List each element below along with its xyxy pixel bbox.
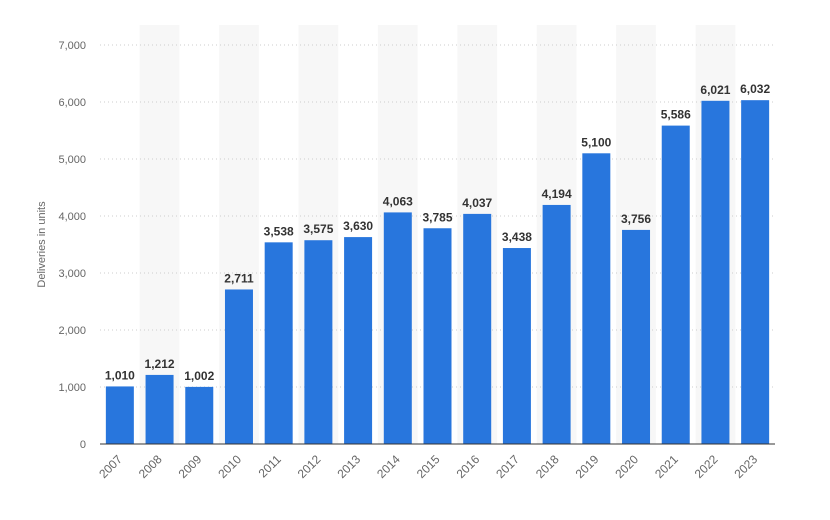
data-label: 1,010 xyxy=(105,368,135,382)
bar xyxy=(105,386,134,444)
y-tick-label: 4,000 xyxy=(58,211,86,223)
data-label: 2,711 xyxy=(224,271,254,285)
bar xyxy=(661,125,690,445)
x-tick-label: 2023 xyxy=(731,452,760,481)
x-tick-label: 2010 xyxy=(215,452,244,481)
data-label: 1,212 xyxy=(145,357,175,371)
bar xyxy=(185,386,214,444)
x-tick-label: 2022 xyxy=(692,452,721,481)
bar xyxy=(304,240,333,444)
data-label: 3,756 xyxy=(621,212,651,226)
x-tick-label: 2013 xyxy=(334,452,363,481)
bar xyxy=(463,213,492,444)
x-tick-label: 2007 xyxy=(96,452,125,481)
bar xyxy=(383,212,412,444)
bars xyxy=(105,100,770,445)
data-label: 3,785 xyxy=(422,210,452,224)
x-tick-label: 2014 xyxy=(374,452,403,481)
background-band xyxy=(139,25,180,444)
data-label: 3,630 xyxy=(343,219,373,233)
y-tick-label: 6,000 xyxy=(58,97,86,109)
x-tick-label: 2016 xyxy=(454,452,483,481)
bar xyxy=(741,100,770,445)
y-tick-label: 1,000 xyxy=(58,382,86,394)
x-tick-label: 2009 xyxy=(176,452,205,481)
x-tick-label: 2017 xyxy=(493,452,522,481)
bar xyxy=(542,204,571,444)
bar xyxy=(582,153,611,445)
data-label: 3,575 xyxy=(303,222,333,236)
x-tick-label: 2021 xyxy=(652,452,681,481)
y-tick-label: 0 xyxy=(80,439,86,451)
data-label: 4,063 xyxy=(383,194,413,208)
x-tick-label: 2012 xyxy=(295,452,324,481)
bar xyxy=(622,229,651,444)
x-tick-label: 2008 xyxy=(136,452,165,481)
data-label: 4,194 xyxy=(542,187,572,201)
bar xyxy=(502,248,531,444)
x-tick-label: 2018 xyxy=(533,452,562,481)
bar xyxy=(423,228,452,444)
y-tick-label: 2,000 xyxy=(58,325,86,337)
y-axis-label: Deliveries in units xyxy=(36,201,48,288)
data-label: 3,438 xyxy=(502,230,532,244)
bar xyxy=(224,289,253,444)
data-labels: 1,010 1,212 1,002 2,711 3,538 3,575 3,630 4,063… xyxy=(105,82,771,383)
y-tick-label: 5,000 xyxy=(58,154,86,166)
data-label: 4,037 xyxy=(462,196,492,210)
bar xyxy=(344,237,373,444)
bar xyxy=(145,374,174,444)
bar xyxy=(701,100,730,444)
x-tick-label: 2020 xyxy=(612,452,641,481)
data-label: 5,586 xyxy=(661,108,691,122)
bar xyxy=(264,242,293,444)
y-axis-ticks: 0 1,000 2,000 3,000 4,000 5,000 6,000 7,000 xyxy=(58,40,86,451)
data-label: 1,002 xyxy=(184,369,214,383)
y-tick-label: 3,000 xyxy=(58,268,86,280)
data-label: 6,021 xyxy=(700,83,730,97)
x-tick-label: 2011 xyxy=(256,452,284,480)
x-tick-label: 2019 xyxy=(573,452,602,481)
data-label: 3,538 xyxy=(264,224,294,238)
data-label: 5,100 xyxy=(581,135,611,149)
x-axis-ticks: 2007 2008 2009 2010 2011 2012 2013 2014 2015 2016… xyxy=(96,452,760,481)
x-tick-label: 2015 xyxy=(414,452,443,481)
y-tick-label: 7,000 xyxy=(58,40,86,52)
data-label: 6,032 xyxy=(740,82,770,96)
